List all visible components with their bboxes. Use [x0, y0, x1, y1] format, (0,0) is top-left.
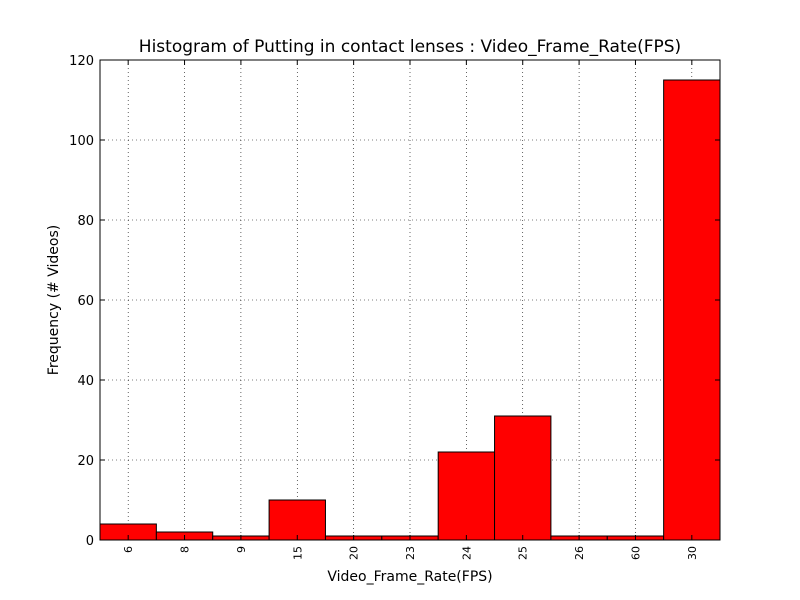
grid-lines: [100, 60, 720, 540]
y-tick-label: 120: [69, 54, 94, 69]
x-tick-label: 6: [122, 546, 135, 553]
bar-25: [494, 415, 552, 541]
y-tick-label: 60: [77, 294, 94, 309]
bars: [99, 79, 721, 541]
x-tick-label: 25: [517, 546, 530, 560]
x-tick-label: 8: [179, 546, 192, 553]
y-tick-label: 40: [77, 374, 94, 389]
x-tick-label: 26: [573, 546, 586, 560]
x-tick-label: 30: [686, 546, 699, 560]
bar-24: [437, 451, 496, 541]
bar-15: [268, 499, 326, 541]
x-tick-label: 15: [291, 546, 304, 560]
y-axis-ticks: 0 20 40 60 80 100 120: [69, 54, 720, 549]
x-tick-label: 9: [235, 546, 248, 553]
x-tick-label: 24: [460, 546, 473, 560]
y-tick-label: 80: [77, 214, 94, 229]
y-tick-label: 100: [69, 134, 94, 149]
x-tick-label: 23: [404, 546, 417, 560]
y-tick-label: 20: [77, 454, 94, 469]
bar-30: [663, 79, 721, 541]
y-axis-label: Frequency (# Videos): [46, 225, 62, 375]
y-tick-label: 0: [86, 534, 94, 549]
x-tick-label: 20: [348, 546, 361, 560]
x-axis-label: Video_Frame_Rate(FPS): [327, 569, 492, 585]
chart-title: Histogram of Putting in contact lenses :…: [139, 37, 681, 57]
x-axis-ticks: 6 8 9 15 20 23 24 25 26 60 30: [122, 60, 699, 560]
x-tick-label: 60: [629, 546, 642, 560]
